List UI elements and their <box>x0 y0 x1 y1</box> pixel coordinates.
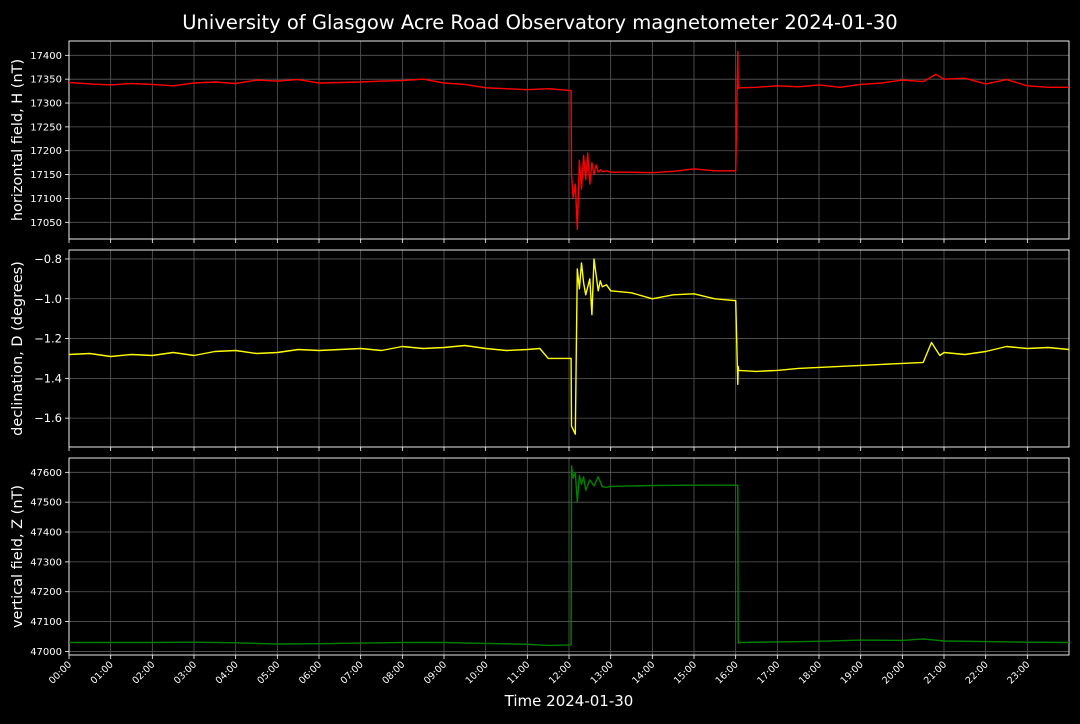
y-tick-label: 17100 <box>30 194 62 205</box>
plot-frame <box>68 457 1070 656</box>
series-line-d <box>68 258 1070 435</box>
x-tick-label: 00:00 <box>47 659 74 686</box>
x-tick-label: 07:00 <box>339 659 366 686</box>
y-tick-label: −0.8 <box>34 252 62 266</box>
y-tick-label: 47100 <box>30 617 62 628</box>
y-tick-label: −1.2 <box>34 332 62 346</box>
y-tick-label: 17300 <box>30 99 62 110</box>
y-tick-label: 17350 <box>30 75 62 86</box>
y-tick-label: −1.6 <box>34 411 62 425</box>
x-tick-label: 02:00 <box>130 659 157 686</box>
x-tick-label: 17:00 <box>755 659 782 686</box>
plot-frame <box>68 40 1070 240</box>
y-axis-label: declination, D (degrees) <box>10 261 26 436</box>
y-tick-label: 17200 <box>30 146 62 157</box>
panel-z: 47000 47100 47200 47300 47400 47500 47600 verti… <box>10 457 1070 659</box>
y-tick-label: 47300 <box>30 557 62 568</box>
x-tick-label: 03:00 <box>172 659 199 686</box>
y-tick-label: −1.4 <box>34 371 62 385</box>
x-tick-label: 16:00 <box>714 659 741 686</box>
chart-title: University of Glasgow Acre Road Observat… <box>182 11 897 34</box>
panel-d: −1.6 −1.4 −1.2 −1.0 −0.8 declination, D (degr… <box>10 249 1070 451</box>
x-tick-label: 12:00 <box>547 659 574 686</box>
x-tick-label: 05:00 <box>255 659 282 686</box>
x-tick-label: 23:00 <box>1005 659 1032 686</box>
y-tick-label: 17150 <box>30 170 62 181</box>
y-tick-label: 17250 <box>30 122 62 133</box>
y-tick-label: 17050 <box>30 218 62 229</box>
y-tick-label: 47200 <box>30 587 62 598</box>
y-tick-label: −1.0 <box>34 292 62 306</box>
series-line-h <box>68 50 1069 231</box>
panel-h: 17050 17100 17150 17200 17250 17300 17350 17400… <box>10 40 1070 243</box>
y-tick-label: 47500 <box>30 498 62 509</box>
x-axis-label: Time 2024-01-30 <box>504 692 634 710</box>
x-tick-label: 08:00 <box>380 659 407 686</box>
x-tick-label: 21:00 <box>922 659 949 686</box>
x-tick-label: 11:00 <box>505 659 532 686</box>
x-tick-label: 04:00 <box>214 659 241 686</box>
x-tick-label: 01:00 <box>89 659 116 686</box>
x-tick-label: 09:00 <box>422 659 449 686</box>
y-tick-label: 47600 <box>30 468 62 479</box>
x-tick-label: 19:00 <box>839 659 866 686</box>
x-tick-label: 10:00 <box>464 659 491 686</box>
y-tick-label: 47400 <box>30 528 62 539</box>
x-tick-label: 15:00 <box>672 659 699 686</box>
series-line-z <box>69 465 1070 647</box>
x-tick-label: 13:00 <box>589 659 616 686</box>
x-tick-label: 22:00 <box>964 659 991 686</box>
y-axis-label: vertical field, Z (nT) <box>10 485 26 628</box>
x-tick-label: 18:00 <box>797 659 824 686</box>
y-tick-label: 17400 <box>30 51 62 62</box>
x-tick-label: 14:00 <box>630 659 657 686</box>
chart-panels: 17050 17100 17150 17200 17250 17300 17350 17400… <box>10 40 1070 686</box>
x-tick-label: 20:00 <box>880 659 907 686</box>
y-tick-label: 47000 <box>30 647 62 658</box>
plot-frame <box>68 249 1070 448</box>
y-axis-label: horizontal field, H (nT) <box>10 59 26 221</box>
x-tick-label: 06:00 <box>297 659 324 686</box>
